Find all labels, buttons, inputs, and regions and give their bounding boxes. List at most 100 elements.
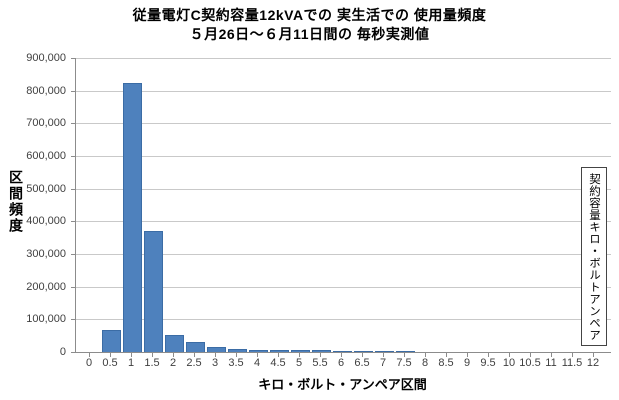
x-tick-mark (446, 353, 447, 357)
y-tick-mark (71, 90, 75, 92)
x-tick-label: 7 (379, 357, 387, 369)
x-tick-label: 3.5 (228, 357, 244, 369)
x-tick-mark (152, 353, 153, 357)
chart-title-line1: 従量電灯C契約容量12kVAでの 実生活での 使用量頻度 (132, 7, 487, 23)
x-tick-mark (257, 353, 258, 357)
x-tick-label: 5.5 (312, 357, 328, 369)
y-tick-mark (71, 123, 75, 125)
x-tick-mark (572, 353, 573, 357)
y-gridline (76, 90, 611, 92)
x-tick-label: 9.5 (480, 357, 496, 369)
y-gridline (76, 188, 611, 190)
x-tick-label: 5 (295, 357, 303, 369)
histogram-bar (122, 82, 142, 352)
histogram-bar (374, 350, 394, 352)
x-tick-mark (551, 353, 552, 357)
y-tick-mark (71, 156, 75, 157)
x-tick-mark (509, 353, 510, 357)
chart-title-line2: ５月26日～６月11日間の 毎秒実測値 (189, 26, 430, 42)
x-tick-mark (194, 353, 195, 357)
x-tick-label: 1.5 (144, 357, 160, 369)
y-tick-mark (71, 352, 75, 353)
y-tick-label: 500,000 (26, 182, 66, 195)
plot-area (75, 58, 611, 353)
histogram-bar (185, 342, 205, 352)
x-tick-label: 10 (502, 357, 516, 369)
x-tick-label: 0 (85, 357, 93, 369)
x-tick-label: 6.5 (354, 357, 370, 369)
y-tick-label: 300,000 (26, 248, 66, 260)
histogram-bar (164, 335, 184, 352)
y-axis-title: 区間頻度 (8, 170, 24, 234)
x-tick-label: 2.5 (186, 357, 202, 369)
histogram-bar (395, 351, 415, 352)
histogram-bar (101, 329, 121, 352)
x-tick-mark (110, 353, 111, 357)
histogram-bar (290, 350, 310, 352)
x-tick-mark (89, 353, 90, 357)
x-tick-mark (362, 353, 363, 357)
x-tick-label: 11.5 (561, 357, 583, 369)
x-tick-mark (467, 353, 468, 357)
x-tick-label: 12 (586, 357, 600, 369)
histogram-bar (332, 350, 352, 352)
histogram-bar (206, 346, 226, 352)
x-tick-mark (278, 353, 279, 357)
y-gridline (76, 58, 611, 59)
y-tick-mark (71, 188, 75, 190)
histogram-bar (269, 350, 289, 352)
x-tick-mark (131, 353, 132, 357)
x-tick-label: 0.5 (102, 357, 118, 369)
x-tick-label: 9 (463, 357, 471, 369)
x-tick-mark (593, 353, 594, 357)
x-tick-mark (425, 353, 426, 357)
x-tick-mark (320, 353, 321, 357)
x-tick-mark (299, 353, 300, 357)
histogram-bar (353, 350, 373, 352)
histogram-bar (248, 349, 268, 352)
x-tick-mark (488, 353, 489, 357)
x-tick-mark (215, 353, 216, 357)
y-tick-label: 600,000 (26, 150, 66, 162)
histogram-bar (311, 350, 331, 352)
x-tick-mark (341, 353, 342, 357)
x-tick-mark (404, 353, 405, 357)
y-tick-mark (71, 221, 75, 223)
y-tick-mark (71, 286, 75, 288)
y-tick-label: 0 (59, 346, 66, 358)
x-tick-mark (383, 353, 384, 357)
x-tick-label: 11 (545, 357, 557, 369)
chart-title: 従量電灯C契約容量12kVAでの 実生活での 使用量頻度 ５月26日～６月11日… (0, 6, 619, 44)
y-gridline (76, 286, 611, 288)
x-axis-title: キロ・ボルト・アンペア区間 (258, 377, 427, 392)
x-tick-mark (530, 353, 531, 357)
y-tick-label: 800,000 (26, 84, 66, 97)
y-tick-label: 900,000 (26, 52, 66, 64)
x-tick-label: 8.5 (438, 357, 454, 369)
x-tick-label: 6 (337, 357, 345, 369)
y-gridline (76, 254, 611, 255)
histogram-bar (227, 349, 247, 352)
contract-capacity-annotation-box: 契約容量キロ・ボルトアンペア (581, 167, 607, 346)
x-tick-mark (173, 353, 174, 357)
y-tick-label: 100,000 (26, 313, 66, 326)
histogram-bar (143, 231, 163, 352)
x-tick-mark (236, 353, 237, 357)
y-gridline (76, 123, 611, 125)
x-tick-label: 4.5 (270, 357, 286, 369)
y-tick-label: 200,000 (26, 280, 66, 293)
y-tick-label: 700,000 (26, 117, 66, 130)
x-tick-label: 2 (169, 357, 177, 369)
x-tick-label: 3 (211, 357, 219, 369)
x-tick-label: 1 (127, 357, 135, 369)
y-tick-mark (71, 58, 75, 59)
y-gridline (76, 319, 611, 321)
x-tick-label: 8 (421, 357, 429, 369)
y-tick-label: 400,000 (26, 215, 66, 228)
x-tick-label: 7.5 (396, 357, 412, 369)
y-tick-mark (71, 319, 75, 321)
y-gridline (76, 156, 611, 157)
y-gridline (76, 221, 611, 223)
x-tick-label: 4 (253, 357, 261, 369)
